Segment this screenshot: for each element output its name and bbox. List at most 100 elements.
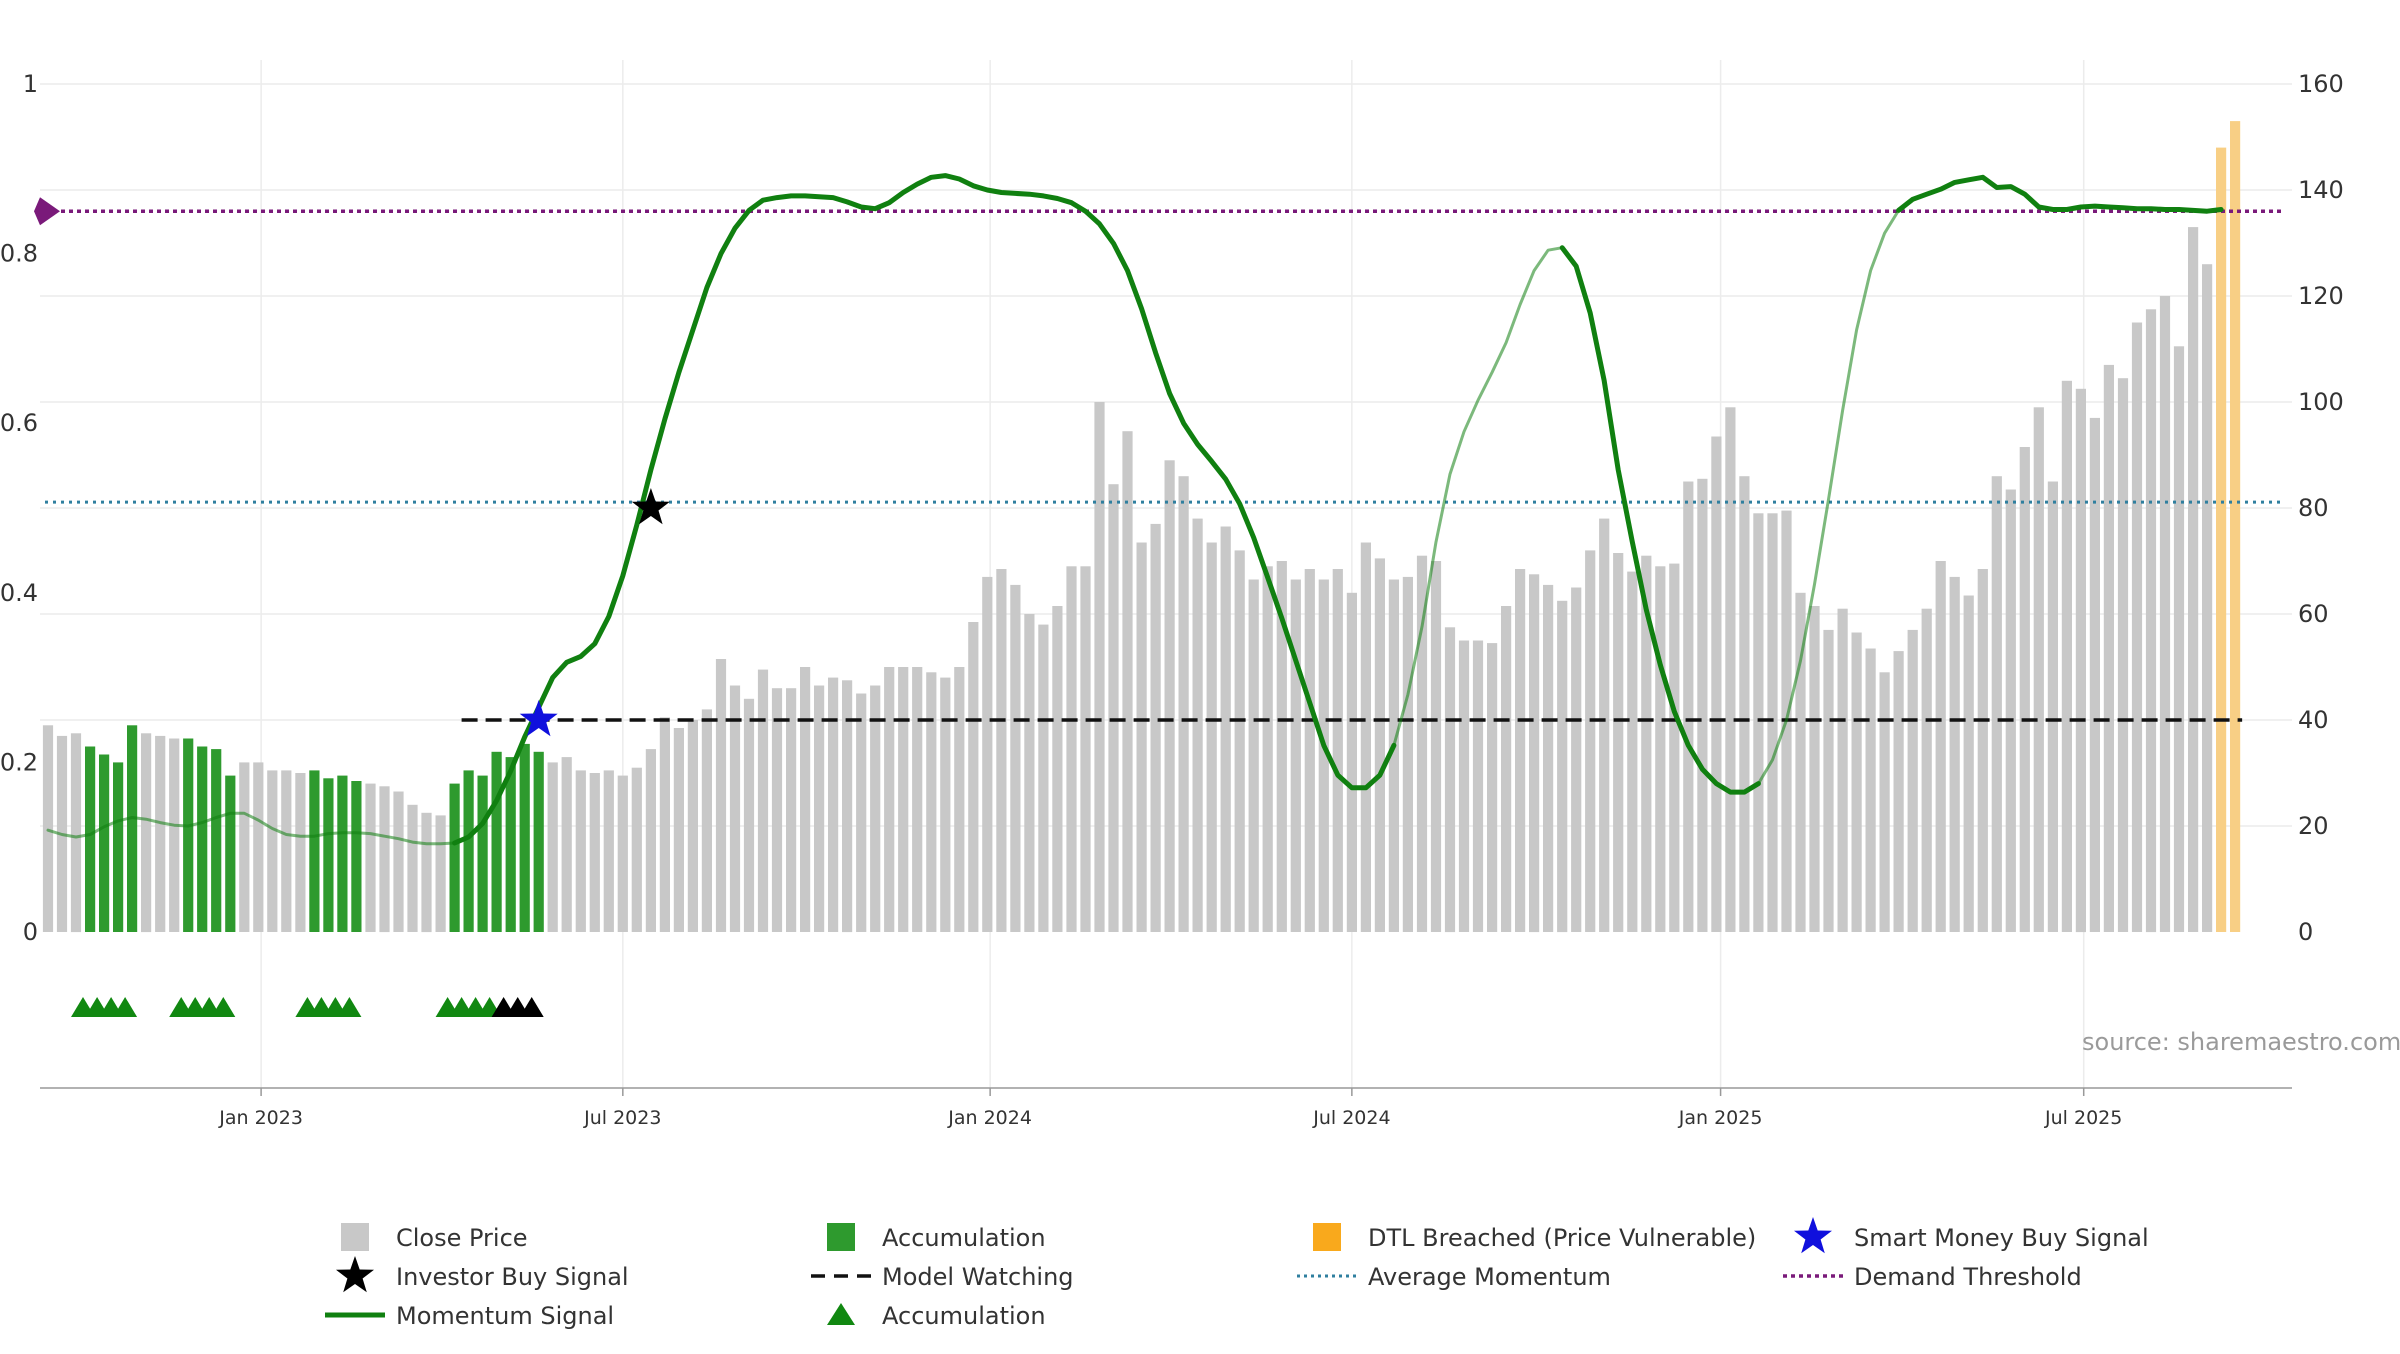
close-price-bar bbox=[1052, 606, 1063, 932]
dtl-breached-bar bbox=[2230, 121, 2241, 933]
close-price-bar bbox=[940, 677, 951, 932]
legend-item-demand-threshold: Demand Threshold bbox=[1783, 1263, 2082, 1291]
signal-markers bbox=[71, 488, 670, 1017]
legend-star-investor-buy bbox=[336, 1256, 374, 1293]
close-price-bar bbox=[1136, 542, 1147, 932]
close-price-bar bbox=[239, 762, 250, 932]
right-axis-tick-label: 40 bbox=[2298, 706, 2329, 734]
close-price-bar bbox=[393, 791, 404, 932]
close-price-bar bbox=[1206, 542, 1217, 932]
accumulation-triangle bbox=[337, 997, 362, 1017]
momentum-line-faded bbox=[1756, 208, 1901, 786]
close-price-bar bbox=[2117, 378, 2129, 932]
right-axis-tick-label: 0 bbox=[2298, 918, 2313, 946]
legend-item-momentum: Momentum Signal bbox=[325, 1302, 614, 1330]
close-price-bar bbox=[1416, 555, 1428, 932]
close-price-bar bbox=[1571, 587, 1582, 932]
x-axis-tick-label: Jan 2023 bbox=[218, 1107, 303, 1129]
close-price-bar bbox=[1487, 643, 1498, 932]
close-price-bar bbox=[1739, 476, 1750, 932]
close-price-bar bbox=[1893, 651, 1904, 932]
legend-label: Demand Threshold bbox=[1854, 1263, 2082, 1291]
close-price-bar bbox=[1024, 614, 1035, 932]
close-price-bar bbox=[1991, 476, 2002, 932]
accumulation-bar bbox=[127, 725, 138, 932]
close-price-bar bbox=[1599, 518, 1610, 932]
close-price-bar bbox=[1290, 579, 1301, 932]
close-price-bar bbox=[1038, 624, 1049, 932]
legend-item-dtl: DTL Breached (Price Vulnerable) bbox=[1313, 1223, 1756, 1252]
close-price-bar bbox=[842, 680, 853, 933]
legend-swatch-close-price bbox=[341, 1223, 369, 1251]
close-price-bar bbox=[800, 667, 811, 932]
close-price-bar bbox=[996, 569, 1007, 932]
close-price-bar bbox=[1865, 648, 1876, 932]
close-price-bar bbox=[771, 688, 783, 932]
legend-label: Close Price bbox=[396, 1224, 528, 1252]
close-price-bar bbox=[1472, 640, 1484, 932]
close-price-bar bbox=[954, 667, 965, 932]
left-axis-tick-label: 0 bbox=[23, 918, 38, 946]
accumulation-triangle bbox=[113, 997, 138, 1017]
close-price-bar bbox=[1949, 576, 1960, 932]
accumulation-bar bbox=[225, 775, 236, 932]
close-price-bar bbox=[1458, 640, 1470, 932]
close-price-bar bbox=[1304, 569, 1315, 932]
smart-money-buy-star bbox=[519, 700, 558, 737]
close-price-bar bbox=[1767, 513, 1778, 932]
close-price-bar bbox=[2061, 380, 2072, 932]
close-price-bar bbox=[70, 733, 82, 933]
close-price-bar bbox=[2103, 364, 2114, 932]
close-price-bar bbox=[169, 738, 180, 932]
close-price-bar bbox=[1669, 563, 1680, 932]
close-price-bar bbox=[786, 688, 797, 932]
close-price-bar bbox=[1641, 555, 1652, 932]
close-price-bar bbox=[1360, 542, 1371, 932]
x-axis-tick-label: Jan 2024 bbox=[947, 1107, 1032, 1129]
close-price-bar bbox=[856, 693, 867, 932]
close-price-bar bbox=[729, 685, 741, 932]
momentum-line-faded bbox=[1392, 246, 1564, 747]
close-price-bar bbox=[1234, 550, 1245, 932]
close-price-bar bbox=[1178, 476, 1189, 932]
close-price-bar bbox=[1907, 629, 1918, 932]
close-price-bar bbox=[884, 667, 895, 932]
close-price-bar bbox=[2033, 407, 2044, 932]
close-price-bar bbox=[1430, 561, 1442, 932]
close-price-bar bbox=[1823, 629, 1834, 932]
close-price-bar bbox=[1094, 402, 1105, 932]
investor-buy-star bbox=[631, 488, 670, 525]
close-price-bar bbox=[631, 767, 642, 932]
close-price-bar bbox=[1585, 550, 1596, 932]
close-price-bar bbox=[1444, 627, 1456, 933]
accumulation-bar bbox=[85, 746, 96, 932]
accumulation-bar bbox=[519, 743, 530, 932]
accumulation-bar bbox=[337, 775, 348, 932]
close-price-bar bbox=[968, 622, 979, 932]
close-price-bar bbox=[1809, 606, 1820, 932]
close-price-bar bbox=[1150, 523, 1161, 932]
momentum-line-faded bbox=[46, 811, 457, 846]
close-price-bar bbox=[617, 775, 628, 932]
right-axis-tick-label: 80 bbox=[2298, 494, 2329, 522]
legend-label: Momentum Signal bbox=[396, 1302, 614, 1330]
close-price-bar bbox=[1683, 481, 1694, 932]
accumulation-bar bbox=[449, 783, 460, 932]
legend-label: DTL Breached (Price Vulnerable) bbox=[1368, 1224, 1756, 1252]
close-price-bar bbox=[1318, 579, 1329, 932]
left-axis-tick-label: 0.8 bbox=[0, 240, 38, 268]
legend-item-smart-money: Smart Money Buy Signal bbox=[1794, 1217, 2149, 1254]
close-price-bar bbox=[2019, 447, 2030, 932]
legend-item-accumulation: Accumulation bbox=[827, 1223, 1046, 1252]
momentum-line bbox=[1559, 245, 1761, 795]
close-price-bar bbox=[365, 783, 376, 932]
close-price-bar bbox=[1851, 632, 1862, 932]
close-price-bar bbox=[1164, 460, 1175, 932]
close-price-bar bbox=[1697, 478, 1708, 932]
momentum-line bbox=[452, 173, 1397, 846]
close-price-bar bbox=[2131, 322, 2143, 932]
right-axis-tick-label: 60 bbox=[2298, 600, 2329, 628]
right-axis-tick-label: 140 bbox=[2298, 176, 2344, 204]
close-price-bar bbox=[1402, 576, 1413, 932]
price-bars bbox=[42, 121, 2241, 933]
